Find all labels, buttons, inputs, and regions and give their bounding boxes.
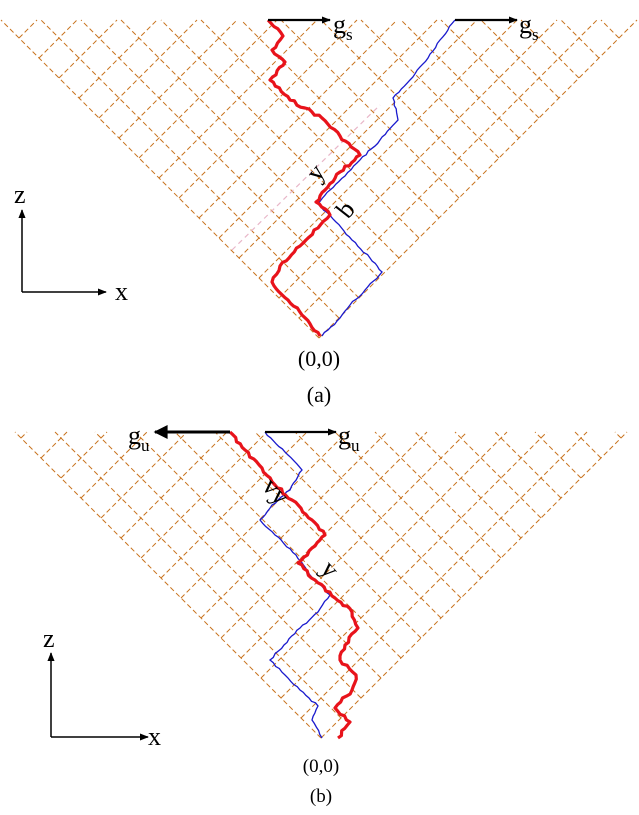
- lattice-line: [574, 431, 602, 459]
- lattice-line: [54, 431, 342, 719]
- lattice-line: [80, 19, 360, 299]
- lattice-line: [298, 19, 598, 319]
- lattice-line: [178, 19, 358, 199]
- origin-label-a: (0,0): [298, 346, 340, 371]
- lattice-line: [120, 431, 228, 539]
- lattice-line: [280, 431, 548, 699]
- arrow-gs-right-label: gs: [519, 10, 539, 44]
- lattice-line: [0, 19, 320, 339]
- path-thick-b: [228, 430, 360, 740]
- lattice-line: [200, 431, 388, 619]
- path-thick-a: [266, 18, 362, 337]
- lattice-line: [40, 431, 68, 459]
- arrow-gu-left-label: gu: [128, 421, 150, 455]
- lattice-line: [158, 19, 318, 179]
- lattice-line: [318, 19, 638, 339]
- lattice-line: [120, 19, 380, 279]
- lattice-line: [118, 19, 238, 139]
- lattice-line: [240, 431, 468, 659]
- guide-line-a: [231, 104, 381, 251]
- lattice-line: [140, 431, 268, 559]
- lattice-grid-a: [0, 19, 638, 339]
- lattice-line: [94, 431, 362, 699]
- lattice-line: [494, 431, 562, 499]
- lattice-line: [280, 19, 460, 199]
- lattice-line: [160, 431, 308, 579]
- axis-z-label-a: z: [14, 180, 26, 209]
- origin-label-b: (0,0): [303, 756, 339, 777]
- caption-b: (b): [310, 786, 332, 807]
- lattice-line: [78, 19, 158, 99]
- lattice-line: [58, 19, 118, 79]
- lattice-line: [254, 431, 442, 619]
- axis-z-label-b: z: [43, 624, 55, 653]
- path-thin-a: [317, 19, 456, 337]
- lattice-line: [20, 431, 28, 439]
- lattice-line: [480, 19, 560, 99]
- lattice-line: [98, 19, 198, 119]
- lattice-line: [214, 431, 422, 639]
- lattice-line: [614, 431, 622, 439]
- axis-x-label-a: x: [115, 277, 128, 306]
- lattice-line: [38, 19, 78, 59]
- lattice-line: [374, 431, 502, 559]
- lattice-line: [414, 431, 522, 539]
- lattice-line: [520, 19, 580, 79]
- mark-y-b: y: [315, 555, 345, 584]
- lattice-line: [60, 431, 108, 479]
- lattice-line: [198, 19, 398, 219]
- lattice-line: [40, 19, 340, 319]
- mark-y-a: y: [300, 158, 331, 186]
- lattice-line: [134, 431, 382, 679]
- panel-b: gu gu vy y z x (0,0) (b): [14, 421, 628, 807]
- lattice-line: [260, 431, 508, 679]
- lattice-line: [160, 19, 400, 259]
- caption-a: (a): [307, 382, 331, 407]
- mark-vy-b: vy: [257, 472, 296, 511]
- lattice-line: [560, 19, 600, 59]
- lattice-line: [320, 431, 628, 739]
- arrow-gs-left-label: gs: [333, 10, 353, 44]
- lattice-line: [334, 431, 482, 579]
- lattice-line: [138, 19, 278, 159]
- lattice-line: [360, 19, 500, 159]
- lattice-line: [174, 431, 402, 659]
- lattice-line: [18, 19, 38, 39]
- lattice-line: [258, 19, 518, 279]
- lattice-line: [180, 431, 348, 599]
- arrow-gu-right-label: gu: [338, 421, 360, 455]
- lattice-line: [300, 431, 588, 719]
- axis-x-label-b: x: [148, 722, 161, 751]
- lattice-line: [238, 19, 478, 259]
- lattice-line: [14, 431, 322, 739]
- lattice-grid-b: [14, 431, 628, 739]
- lattice-line: [200, 19, 420, 239]
- lattice-line: [440, 19, 540, 119]
- lattice-line: [278, 19, 558, 299]
- lattice-line: [320, 19, 480, 179]
- lattice-line: [600, 19, 620, 39]
- lattice-line: [294, 431, 462, 599]
- lattice-line: [400, 19, 520, 139]
- mark-b-a: b: [330, 195, 361, 223]
- lattice-line: [454, 431, 542, 519]
- lattice-line: [534, 431, 582, 479]
- lattice-line: [100, 431, 188, 519]
- panel-a: gs gs y b z x (0,0) (a): [0, 10, 638, 407]
- lattice-line: [218, 19, 438, 239]
